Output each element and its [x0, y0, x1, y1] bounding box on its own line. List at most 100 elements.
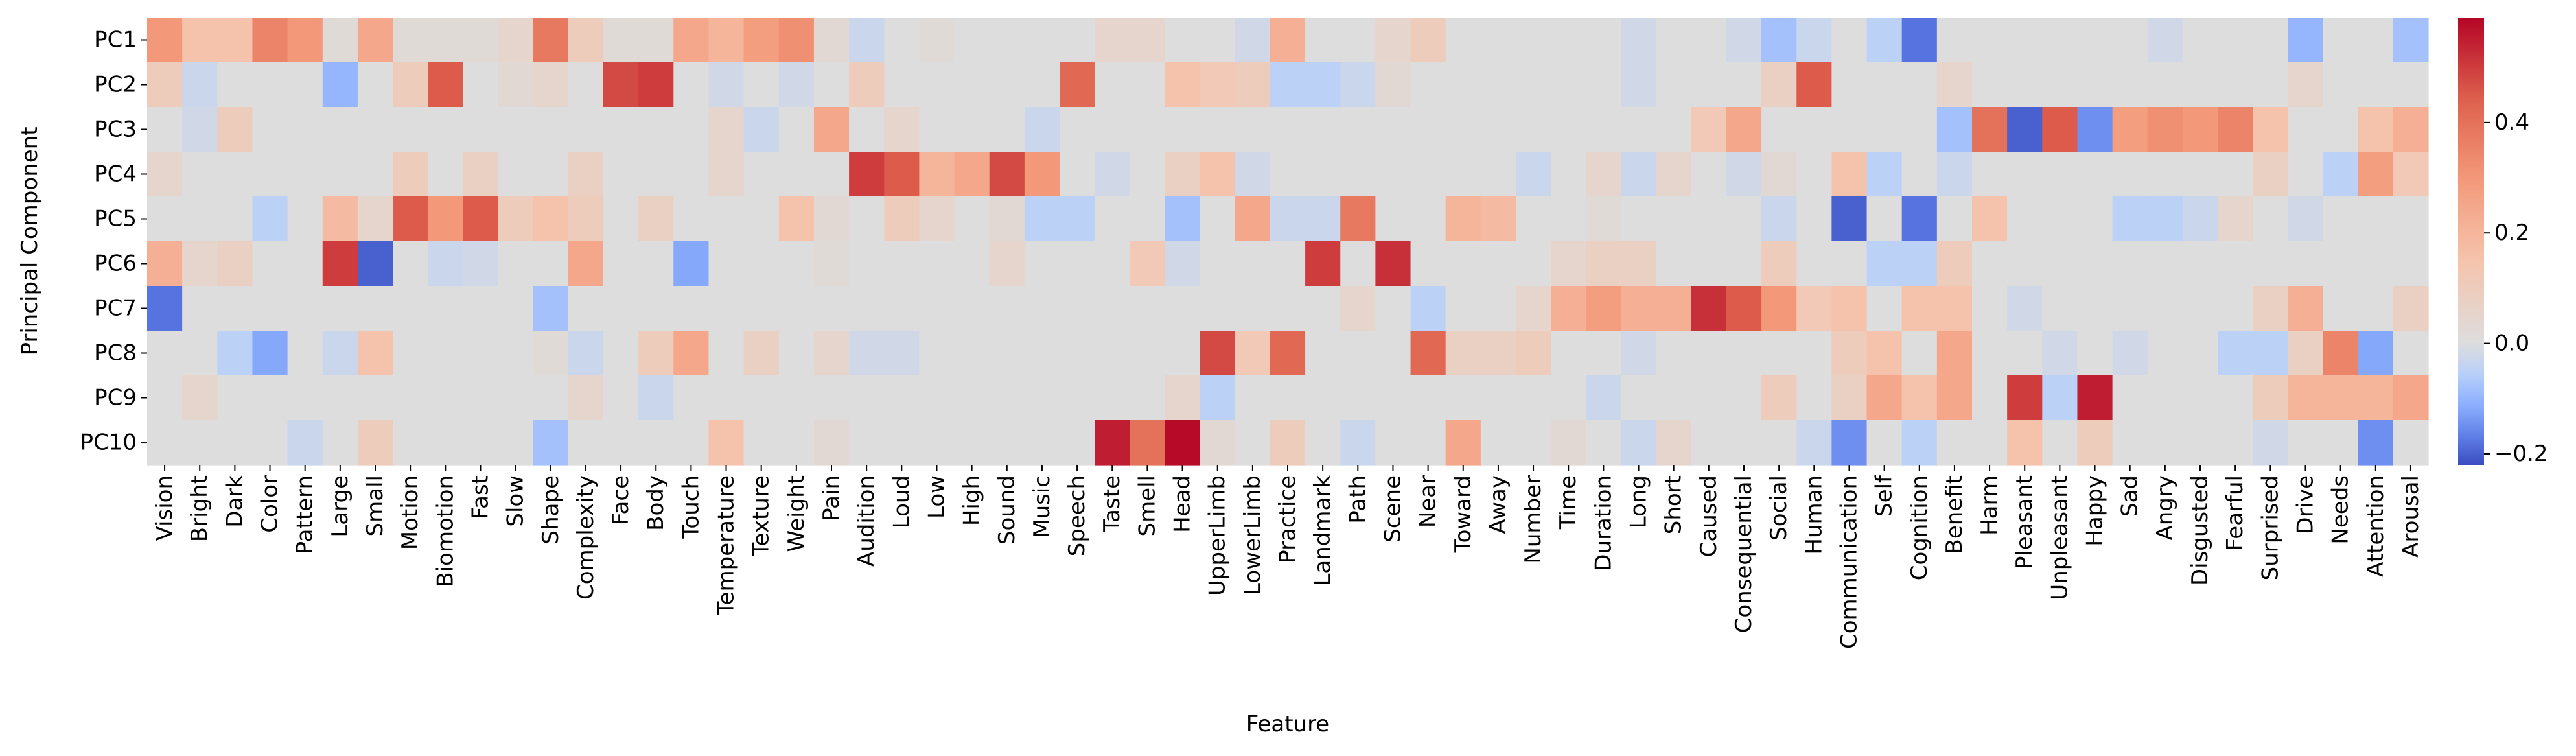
heatmap-cell: [428, 331, 463, 376]
heatmap-cell: [1165, 18, 1201, 63]
heatmap-cell: [252, 375, 288, 421]
heatmap-cell: [1445, 196, 1481, 242]
heatmap-cell: [638, 107, 674, 152]
heatmap-cell: [1691, 62, 1727, 108]
heatmap-cell: [1516, 420, 1551, 466]
x-tick-label: Drive: [2292, 475, 2318, 534]
heatmap-cell: [603, 152, 639, 197]
heatmap-cell: [568, 241, 604, 287]
heatmap-cell: [1551, 196, 1586, 242]
heatmap-cell: [1235, 107, 1271, 152]
heatmap-cell: [1586, 196, 1622, 242]
heatmap-cell: [743, 107, 780, 152]
heatmap-cell: [1410, 241, 1446, 287]
heatmap-cell: [813, 420, 850, 466]
x-tick-label: Pain: [818, 475, 844, 521]
heatmap-cell: [603, 286, 639, 331]
heatmap-cell: [2042, 152, 2078, 197]
heatmap-cell: [1165, 420, 1201, 466]
heatmap-cell: [2358, 331, 2394, 376]
heatmap-cell: [743, 152, 780, 197]
heatmap-cell: [252, 241, 288, 287]
heatmap-cell: [1480, 62, 1516, 108]
heatmap-cell: [1095, 420, 1130, 466]
heatmap-cell: [498, 241, 534, 287]
heatmap-cell: [1726, 375, 1762, 421]
heatmap-cell: [813, 152, 850, 197]
heatmap-cell: [1516, 152, 1551, 197]
x-tick-label: Face: [608, 475, 634, 525]
heatmap-cell: [1901, 375, 1938, 421]
heatmap-cell: [252, 420, 288, 466]
heatmap-cell: [1621, 152, 1657, 197]
heatmap-cell: [1410, 152, 1446, 197]
heatmap-cell: [1551, 331, 1586, 376]
heatmap-cell: [322, 331, 358, 376]
heatmap-cell: [2393, 62, 2429, 108]
x-tick-label: Pattern: [292, 475, 318, 554]
heatmap-cell: [1761, 107, 1797, 152]
heatmap-cell: [849, 196, 885, 242]
heatmap-cell: [989, 241, 1025, 287]
x-tick-label: Duration: [1590, 475, 1616, 571]
heatmap-cell: [743, 331, 780, 376]
heatmap-cell: [638, 420, 674, 466]
heatmap-cell: [393, 331, 428, 376]
heatmap-cell: [1761, 18, 1797, 63]
heatmap-cell: [498, 196, 534, 242]
heatmap-cell: [1656, 62, 1692, 108]
heatmap-cell: [1551, 286, 1586, 331]
heatmap-cell: [568, 62, 604, 108]
heatmap-cell: [2077, 18, 2113, 63]
heatmap-cell: [182, 62, 218, 108]
heatmap-cell: [1831, 331, 1868, 376]
heatmap-cell: [1235, 18, 1271, 63]
heatmap-cell: [1901, 107, 1938, 152]
heatmap-cell: [743, 375, 780, 421]
heatmap-cell: [1761, 152, 1797, 197]
heatmap-cell: [1656, 241, 1692, 287]
heatmap-cell: [2393, 107, 2429, 152]
heatmap-cell: [252, 286, 288, 331]
heatmap-cell: [1691, 152, 1727, 197]
heatmap-cell: [1445, 62, 1481, 108]
heatmap-cell: [708, 196, 745, 242]
heatmap-cell: [1165, 152, 1201, 197]
heatmap-cell: [849, 375, 885, 421]
heatmap-cell: [2042, 62, 2078, 108]
heatmap-cell: [498, 420, 534, 466]
heatmap-cell: [638, 331, 674, 376]
heatmap-cell: [1270, 420, 1306, 466]
heatmap-cell: [989, 18, 1025, 63]
heatmap-cell: [217, 286, 253, 331]
heatmap-cell: [1516, 62, 1551, 108]
x-tick-label: Color: [257, 475, 283, 533]
x-tick-label: Complexity: [573, 475, 599, 600]
heatmap-cell: [1656, 152, 1692, 197]
heatmap-cell: [463, 196, 499, 242]
y-tick-label: PC9: [94, 385, 137, 411]
x-tick-label: Taste: [1099, 475, 1125, 533]
heatmap-cell: [428, 286, 463, 331]
heatmap-cell: [954, 331, 990, 376]
heatmap-cell: [1480, 420, 1516, 466]
heatmap-cell: [813, 62, 850, 108]
heatmap-cell: [1621, 18, 1657, 63]
heatmap-cell: [252, 18, 288, 63]
heatmap-cell: [1866, 107, 1903, 152]
heatmap-cell: [2147, 286, 2183, 331]
heatmap-cell: [778, 152, 815, 197]
x-axis-ticks: Vision Bright Dark Color Pattern Large Small Mo…: [152, 465, 2424, 649]
heatmap-cell: [1551, 375, 1586, 421]
heatmap-cell: [1936, 107, 1973, 152]
heatmap-cell: [1340, 152, 1376, 197]
heatmap-cell: [1270, 375, 1306, 421]
heatmap-cell: [1024, 152, 1060, 197]
heatmap-cell: [673, 331, 710, 376]
heatmap-cell: [2393, 420, 2429, 466]
heatmap-cell: [849, 62, 885, 108]
heatmap-cell: [2323, 62, 2359, 108]
heatmap-cell: [2077, 62, 2113, 108]
heatmap-cell: [2218, 107, 2253, 152]
heatmap-cell: [322, 62, 358, 108]
